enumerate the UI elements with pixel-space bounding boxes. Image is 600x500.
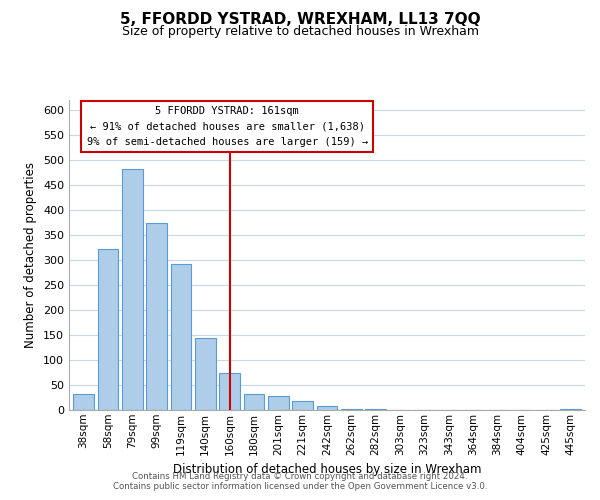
Bar bbox=[98, 248, 118, 410]
Bar bbox=[122, 168, 143, 410]
Text: Contains HM Land Registry data © Crown copyright and database right 2024.: Contains HM Land Registry data © Crown c… bbox=[132, 472, 468, 481]
Bar bbox=[268, 396, 289, 410]
Bar bbox=[292, 401, 313, 410]
Bar bbox=[195, 338, 215, 410]
Bar bbox=[146, 222, 167, 410]
Text: 5 FFORDD YSTRAD: 161sqm
← 91% of detached houses are smaller (1,638)
9% of semi-: 5 FFORDD YSTRAD: 161sqm ← 91% of detache… bbox=[86, 106, 368, 147]
X-axis label: Distribution of detached houses by size in Wrexham: Distribution of detached houses by size … bbox=[173, 463, 481, 476]
Bar bbox=[73, 394, 94, 410]
Bar bbox=[244, 394, 265, 410]
Text: Size of property relative to detached houses in Wrexham: Size of property relative to detached ho… bbox=[121, 25, 479, 38]
Bar bbox=[170, 264, 191, 410]
Text: Contains public sector information licensed under the Open Government Licence v3: Contains public sector information licen… bbox=[113, 482, 487, 491]
Bar bbox=[341, 408, 362, 410]
Y-axis label: Number of detached properties: Number of detached properties bbox=[25, 162, 37, 348]
Bar bbox=[219, 372, 240, 410]
Bar bbox=[365, 409, 386, 410]
Text: 5, FFORDD YSTRAD, WREXHAM, LL13 7QQ: 5, FFORDD YSTRAD, WREXHAM, LL13 7QQ bbox=[119, 12, 481, 28]
Bar bbox=[317, 406, 337, 410]
Bar bbox=[560, 408, 581, 410]
